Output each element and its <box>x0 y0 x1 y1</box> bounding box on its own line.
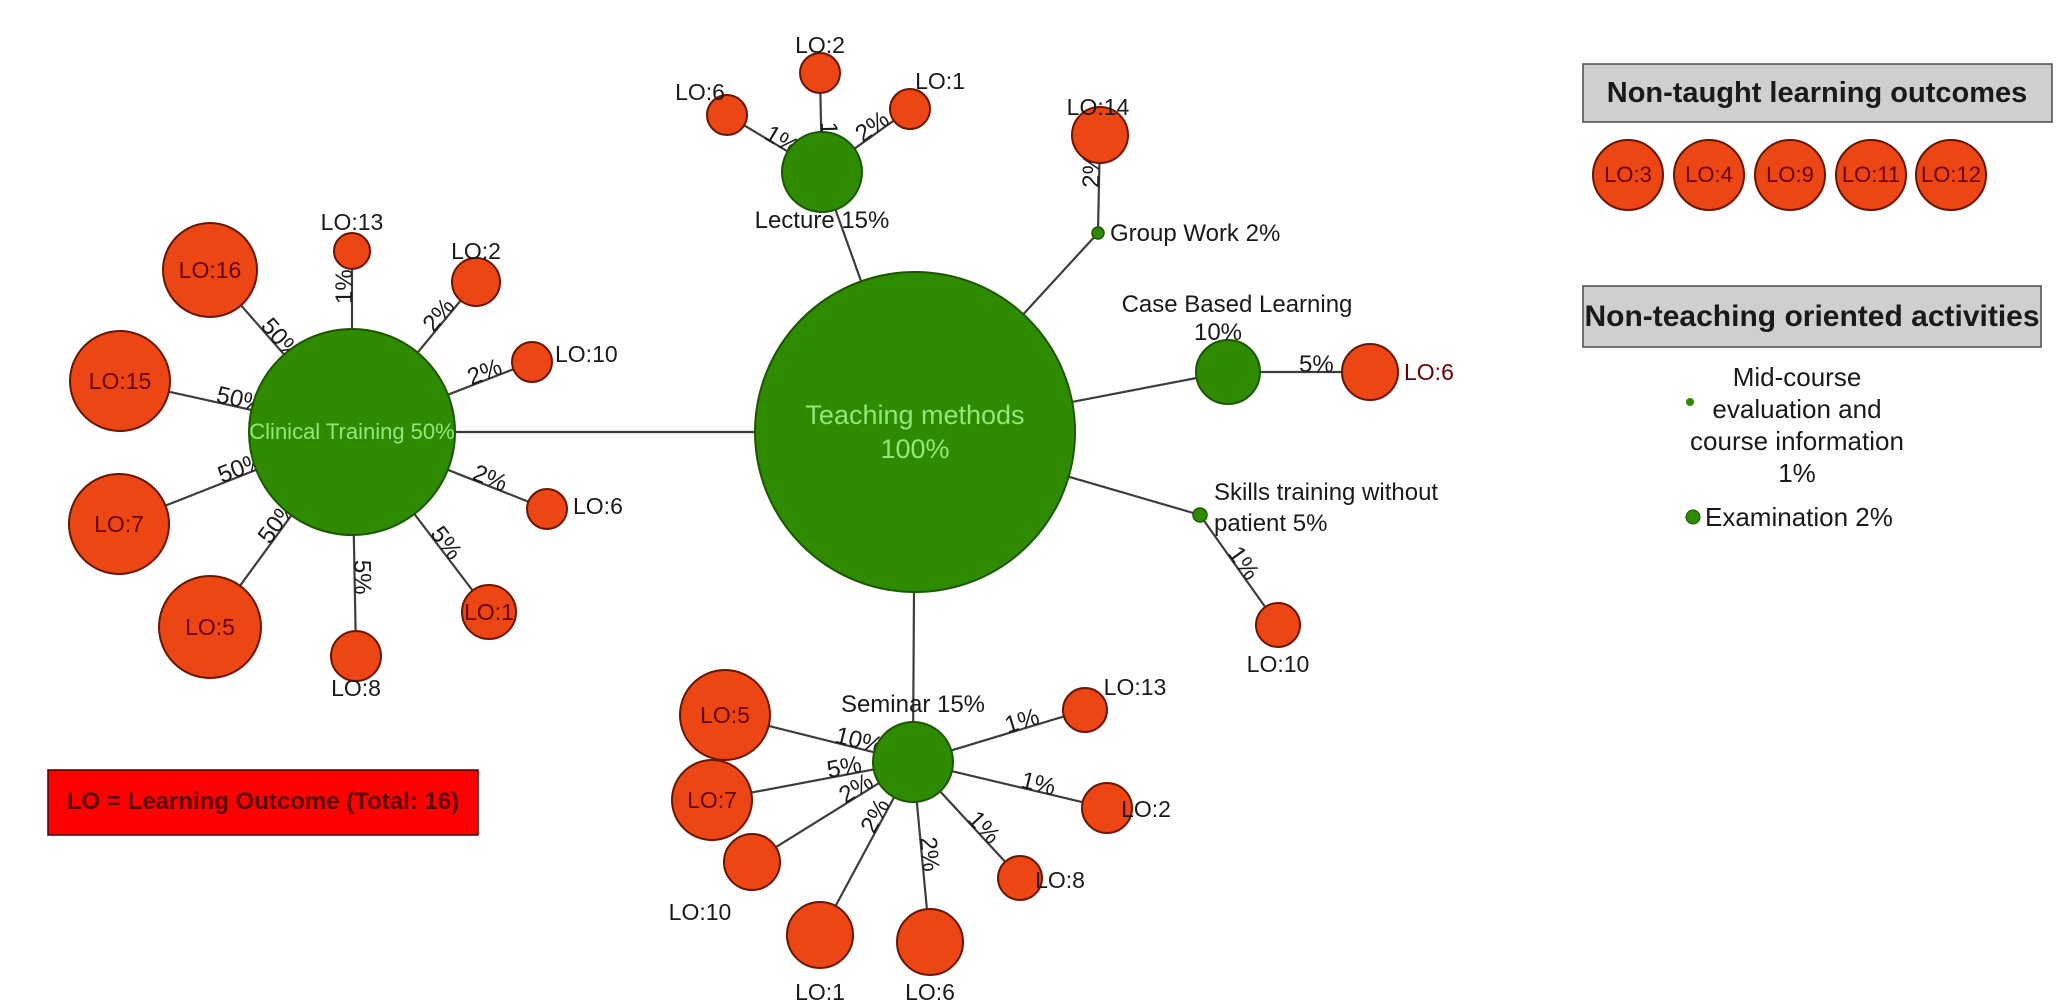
svg-text:LO:10: LO:10 <box>1247 651 1310 677</box>
svg-text:10%: 10% <box>1194 319 1242 346</box>
svg-text:Case Based Learning: Case Based Learning <box>1122 291 1353 318</box>
svg-text:5%: 5% <box>1299 351 1334 378</box>
svg-text:LO:2: LO:2 <box>451 238 501 264</box>
svg-text:LO:5: LO:5 <box>700 702 750 728</box>
svg-text:Group Work 2%: Group Work 2% <box>1110 220 1280 247</box>
svg-text:LO:1: LO:1 <box>795 979 845 1001</box>
svg-text:LO:1: LO:1 <box>464 599 514 625</box>
svg-text:LO:13: LO:13 <box>321 209 384 235</box>
svg-text:1%: 1% <box>1018 767 1058 801</box>
svg-text:LO = Learning Outcome (Total:: LO = Learning Outcome (Total: 16) <box>67 788 459 815</box>
svg-text:LO:13: LO:13 <box>1104 674 1167 700</box>
svg-text:LO:7: LO:7 <box>687 787 737 813</box>
svg-text:LO:5: LO:5 <box>185 614 235 640</box>
svg-text:LO:2: LO:2 <box>795 32 845 58</box>
svg-text:1%: 1% <box>1222 541 1264 585</box>
svg-text:LO:3: LO:3 <box>1604 162 1652 187</box>
svg-text:2%: 2% <box>850 106 894 148</box>
svg-text:LO:9: LO:9 <box>1766 162 1814 187</box>
svg-text:1%: 1% <box>1002 703 1043 739</box>
svg-text:Teaching methods: Teaching methods <box>805 400 1024 430</box>
svg-text:Mid-course: Mid-course <box>1733 362 1862 392</box>
svg-text:Non-teaching oriented activiti: Non-teaching oriented activities <box>1584 300 2039 333</box>
svg-text:LO:12: LO:12 <box>1921 162 1981 187</box>
svg-text:course information: course information <box>1690 426 1904 456</box>
svg-text:LO:1: LO:1 <box>915 68 965 94</box>
svg-text:2%: 2% <box>914 836 944 873</box>
svg-text:LO:14: LO:14 <box>1067 94 1130 120</box>
svg-text:LO:4: LO:4 <box>1685 162 1733 187</box>
svg-text:LO:10: LO:10 <box>555 341 618 367</box>
svg-text:100%: 100% <box>880 434 949 464</box>
svg-text:LO:8: LO:8 <box>1035 867 1085 893</box>
svg-text:LO:8: LO:8 <box>331 675 381 701</box>
svg-text:LO:6: LO:6 <box>905 979 955 1001</box>
svg-text:LO:10: LO:10 <box>669 899 732 925</box>
svg-text:LO:6: LO:6 <box>1404 359 1454 385</box>
svg-text:LO:16: LO:16 <box>179 257 242 283</box>
svg-text:1%: 1% <box>962 806 1005 850</box>
svg-text:patient 5%: patient 5% <box>1214 510 1327 537</box>
svg-text:5%: 5% <box>425 521 467 565</box>
svg-text:LO:15: LO:15 <box>89 368 152 394</box>
svg-text:LO:7: LO:7 <box>94 511 144 537</box>
svg-text:2%: 2% <box>417 293 460 337</box>
svg-text:Seminar 15%: Seminar 15% <box>841 691 985 718</box>
svg-text:evaluation and: evaluation and <box>1712 394 1881 424</box>
svg-text:Examination 2%: Examination 2% <box>1705 502 1893 532</box>
svg-text:Lecture 15%: Lecture 15% <box>755 207 890 234</box>
svg-text:LO:11: LO:11 <box>1842 162 1900 187</box>
svg-text:1%: 1% <box>1778 458 1816 488</box>
svg-text:Skills training without: Skills training without <box>1214 479 1438 506</box>
svg-text:1%: 1% <box>331 269 358 304</box>
svg-text:5%: 5% <box>348 560 376 595</box>
svg-text:Clinical Training 50%: Clinical Training 50% <box>249 419 454 444</box>
svg-text:LO:6: LO:6 <box>573 493 623 519</box>
svg-text:Non-taught learning outcomes: Non-taught learning outcomes <box>1607 77 2028 109</box>
svg-text:LO:2: LO:2 <box>1121 796 1171 822</box>
svg-text:LO:6: LO:6 <box>675 79 725 105</box>
